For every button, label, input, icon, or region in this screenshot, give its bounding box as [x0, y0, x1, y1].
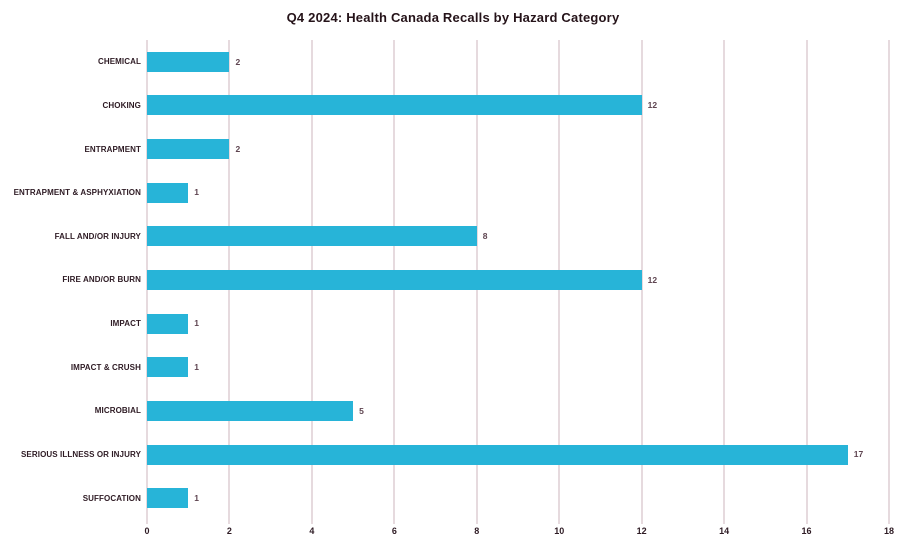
bar-value-label: 1 [194, 187, 199, 198]
bar-serious-illness-or-injury [147, 444, 848, 465]
category-label: IMPACT & CRUSH [70, 362, 141, 372]
x-axis-tickmark [640, 520, 643, 524]
x-axis-tickmark [558, 520, 561, 524]
x-axis-tick-label: 0 [144, 526, 150, 536]
category-label: ENTRAPMENT & ASPHYXIATION [13, 188, 141, 198]
x-axis-tick-label: 6 [391, 526, 397, 536]
gridline [723, 40, 726, 520]
bar-choking [147, 95, 642, 116]
bar-row: 1 [147, 476, 889, 520]
bar-row: 1 [147, 302, 889, 346]
bar-value-label: 2 [235, 56, 241, 67]
bar-row: 5 [147, 389, 889, 433]
x-axis-tick-label: 16 [801, 526, 812, 536]
bar-value-label: 1 [194, 492, 199, 503]
bar-fall-and-or-injury [147, 226, 477, 247]
bar-entrapment [147, 139, 230, 160]
x-axis-tick-label: 10 [554, 526, 565, 536]
x-axis-tickmark [888, 520, 890, 524]
gridline [640, 40, 643, 520]
bar-row: 2 [147, 40, 889, 84]
bar-entrapment-asphyxiation [147, 182, 189, 203]
x-axis-tickmark [393, 520, 396, 524]
chart-title: Q4 2024: Health Canada Recalls by Hazard… [286, 10, 620, 25]
x-axis-tickmark [805, 520, 808, 524]
bar-row: 12 [147, 84, 889, 128]
x-axis-tick-label: 14 [719, 526, 730, 536]
bar-chemical [147, 51, 230, 72]
bar-row: 2 [147, 127, 889, 171]
bar-row: 12 [147, 258, 889, 302]
bar-value-label: 5 [359, 405, 364, 416]
gridline [888, 40, 890, 520]
bar-value-label: 12 [647, 100, 658, 111]
bar-impact-crush [147, 357, 189, 378]
x-axis-tickmark [723, 520, 726, 524]
category-label: ENTRAPMENT [84, 144, 141, 154]
category-label: SUFFOCATION [82, 493, 141, 503]
bar-row: 8 [147, 215, 889, 259]
bar-value-label: 1 [194, 318, 199, 329]
bar-impact [147, 313, 189, 334]
bar-row: 17 [147, 433, 889, 477]
bar-fire-and-or-burn [147, 269, 642, 290]
x-axis-tickmark [228, 520, 231, 524]
bar-suffocation [147, 488, 189, 509]
gridline [805, 40, 808, 520]
x-axis-tick-label: 4 [309, 526, 315, 536]
bar-row: 1 [147, 345, 889, 389]
x-axis-tick-label: 2 [226, 526, 232, 536]
category-label: CHOKING [102, 100, 141, 110]
category-label: IMPACT [110, 319, 141, 329]
category-label: FALL AND/OR INJURY [54, 231, 141, 241]
x-axis-tickmark [475, 520, 478, 524]
category-label: SERIOUS ILLNESS OR INJURY [21, 450, 141, 460]
bar-value-label: 12 [647, 274, 658, 285]
x-axis-tick-label: 8 [474, 526, 480, 536]
x-axis-tickmark [146, 520, 148, 524]
x-axis-tick-label: 18 [883, 526, 894, 536]
bar-row: 1 [147, 171, 889, 215]
x-axis-tick-label: 12 [636, 526, 647, 536]
plot-area: 2 12 2 1 8 12 1 1 5 17 1 [146, 40, 890, 524]
bar-value-label: 2 [235, 143, 241, 154]
category-label: MICROBIAL [94, 406, 141, 416]
category-label: CHEMICAL [97, 57, 141, 67]
x-axis-tickmark [310, 520, 313, 524]
bar-microbial [147, 400, 354, 421]
category-label: FIRE AND/OR BURN [62, 275, 141, 285]
bar-value-label: 8 [482, 231, 488, 242]
bar-value-label: 1 [194, 362, 199, 373]
bar-value-label: 17 [853, 449, 864, 460]
